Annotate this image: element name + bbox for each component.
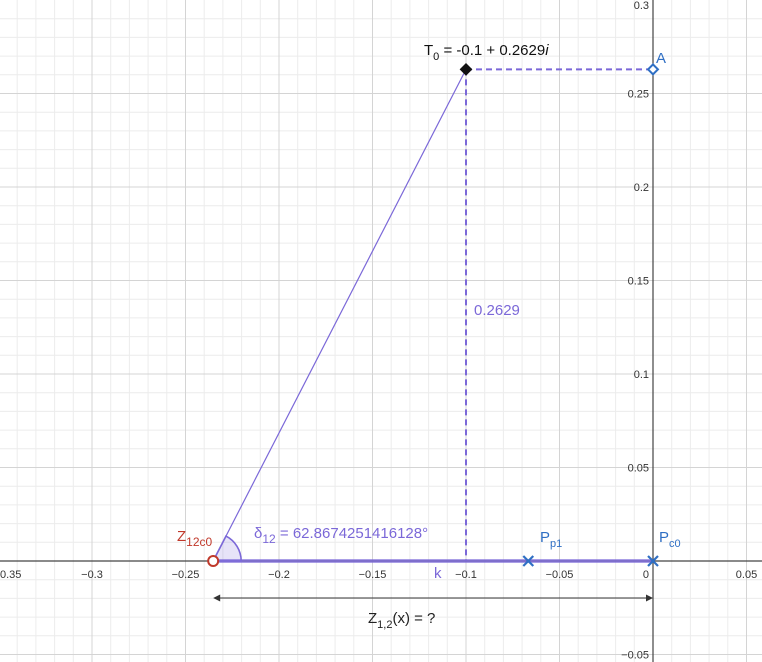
y-tick-label: 0.1	[634, 369, 649, 381]
x-tick-labels: 0.35 −0.3 −0.25 −0.2 −0.15 −0.1 −0.05 0 0.05	[0, 569, 757, 581]
point-pc0[interactable]	[647, 555, 659, 567]
label-height-value: 0.2629	[474, 302, 520, 319]
y-tick-labels: 0.3 0.25 0.2 0.15 0.1 0.05 −0.05	[621, 0, 649, 662]
y-tick-label: 0.05	[628, 463, 649, 475]
cross-icon	[522, 555, 535, 567]
point-a[interactable]	[646, 63, 660, 76]
label-pp1: Pp1	[540, 529, 562, 550]
point-t0[interactable]	[459, 63, 473, 76]
x-tick-label: −0.3	[81, 569, 103, 581]
y-tick-label: −0.05	[621, 650, 649, 662]
dimension-arrow	[213, 594, 653, 602]
x-tick-label: −0.25	[172, 569, 200, 581]
x-tick-label: 0.35	[0, 569, 21, 581]
cross-icon	[647, 555, 659, 567]
label-t0: T0 = -0.1 + 0.2629i	[424, 42, 549, 63]
x-tick-label: −0.05	[546, 569, 574, 581]
y-tick-label: 0.15	[628, 276, 649, 288]
label-z12c0: Z12c0	[177, 528, 213, 549]
label-angle-delta12: δ12 = 62.8674251416128°	[254, 525, 428, 546]
segment-z12c0-t0[interactable]	[212, 69, 467, 562]
y-tick-label: 0.2	[634, 182, 649, 194]
x-tick-label: 0	[643, 569, 649, 581]
point-z12c0[interactable]	[207, 555, 220, 567]
label-k: k	[434, 565, 442, 582]
arrowhead-left-icon	[213, 594, 221, 602]
y-tick-label: 0.25	[628, 89, 649, 101]
x-tick-label: −0.2	[268, 569, 290, 581]
point-pp1[interactable]	[522, 555, 535, 567]
arrowhead-right-icon	[646, 594, 653, 602]
label-pc0: Pc0	[659, 529, 681, 550]
y-tick-label: 0.3	[634, 0, 649, 12]
label-a: A	[656, 50, 666, 67]
label-z12x: Z1,2(x) = ?	[368, 610, 435, 631]
x-tick-label: −0.15	[359, 569, 387, 581]
x-tick-label: −0.1	[455, 569, 477, 581]
x-tick-label: 0.05	[736, 569, 757, 581]
